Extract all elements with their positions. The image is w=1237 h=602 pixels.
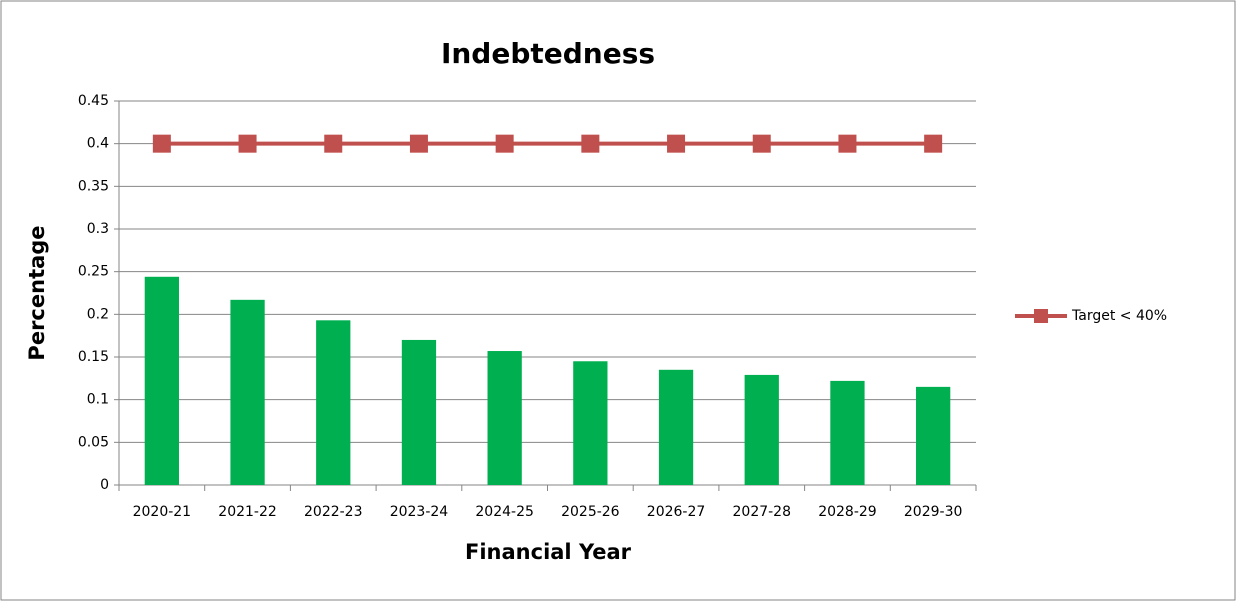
bar: [487, 351, 522, 485]
y-tick-label: 0.35: [78, 178, 109, 194]
x-tick-label: 2024-25: [475, 504, 534, 520]
y-tick-label: 0.15: [78, 349, 109, 365]
line-marker: [924, 134, 943, 153]
bar: [744, 374, 779, 485]
line-marker: [238, 134, 257, 153]
bar: [830, 380, 865, 485]
line-marker: [752, 134, 771, 153]
y-tick-label: 0.3: [87, 221, 109, 237]
x-tick-label: 2022-23: [304, 504, 363, 520]
bar: [658, 369, 694, 485]
line-marker: [324, 134, 343, 153]
bar: [401, 339, 437, 485]
line-marker: [495, 134, 514, 153]
y-tick-label: 0.25: [78, 264, 109, 280]
line-marker: [152, 134, 171, 153]
line-marker: [838, 134, 857, 153]
x-tick-label: 2026-27: [647, 504, 706, 520]
x-tick-label: 2021-22: [218, 504, 277, 520]
x-tick-label: 2029-30: [904, 504, 963, 520]
line-marker: [581, 134, 600, 153]
x-tick-label: 2028-29: [818, 504, 877, 520]
x-axis-title: Financial Year: [465, 540, 632, 564]
x-tick-label: 2023-24: [390, 504, 449, 520]
y-tick-label: 0.2: [87, 306, 109, 322]
bar: [230, 299, 265, 485]
bar: [316, 320, 351, 485]
y-tick-label: 0.45: [78, 93, 109, 109]
legend-marker: [1034, 309, 1048, 323]
y-axis-title: Percentage: [25, 225, 49, 360]
bar: [144, 276, 179, 485]
bar: [916, 386, 951, 485]
line-marker: [409, 134, 428, 153]
x-tick-label: 2027-28: [733, 504, 792, 520]
line-marker: [667, 134, 686, 153]
x-tick-label: 2025-26: [561, 504, 620, 520]
x-tick-label: 2020-21: [133, 504, 192, 520]
y-tick-label: 0.05: [78, 434, 109, 450]
y-tick-label: 0.1: [87, 392, 109, 408]
y-tick-label: 0: [100, 477, 109, 493]
y-tick-label: 0.4: [87, 136, 109, 152]
bar: [573, 361, 608, 485]
legend-label: Target < 40%: [1071, 308, 1167, 324]
chart-title: Indebtedness: [441, 37, 655, 70]
